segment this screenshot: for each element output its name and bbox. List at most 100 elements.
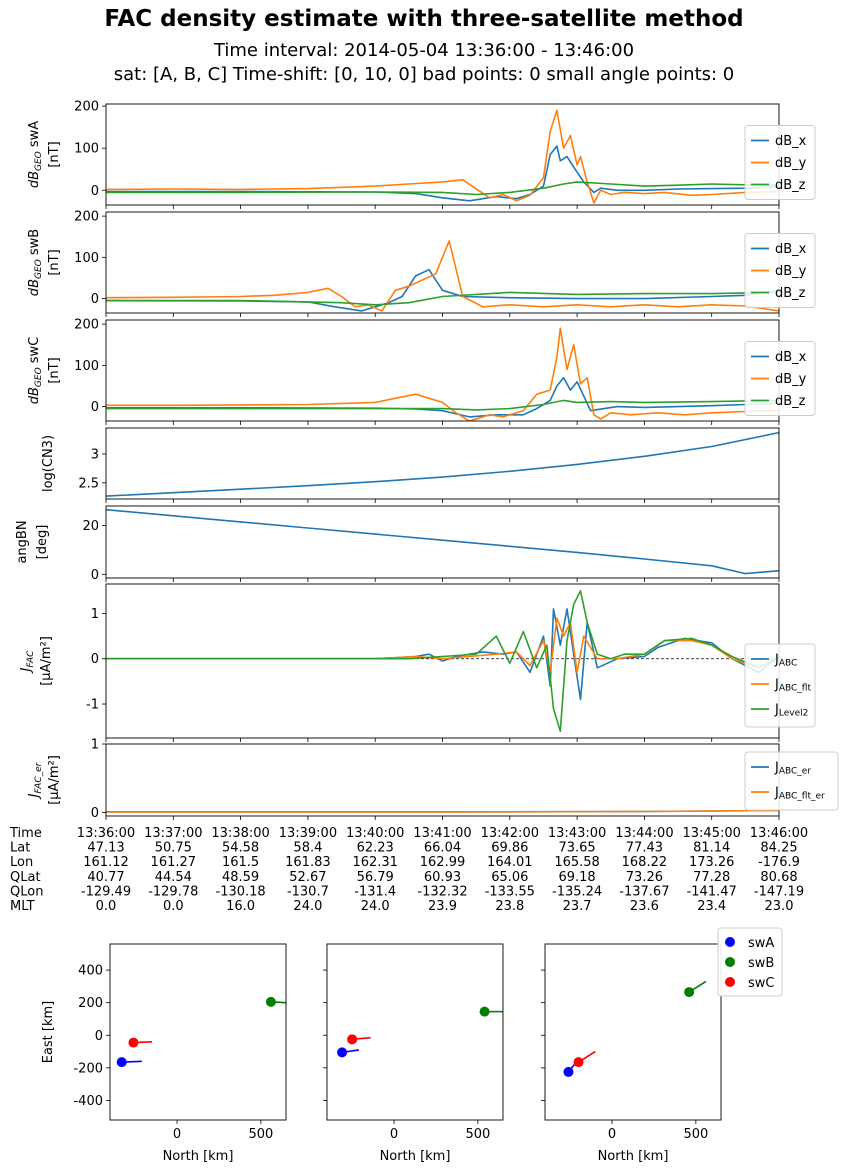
table-cell: 13:46:00 bbox=[750, 826, 808, 841]
table-cell: 13:44:00 bbox=[615, 826, 673, 841]
legend: dB_x dB_y dB_z bbox=[744, 341, 816, 416]
y-axis-unit: [μA/m²] bbox=[47, 755, 62, 805]
series-line-dB_x bbox=[106, 376, 779, 418]
legend-label: dB_z bbox=[775, 286, 806, 301]
y-axis-label-text: dBGEO swA bbox=[27, 121, 44, 188]
table-cell: 13:40:00 bbox=[346, 826, 404, 841]
table-cell: 165.58 bbox=[554, 855, 600, 870]
y-tick-label: 20 bbox=[82, 519, 99, 534]
x-tick-label: 0 bbox=[173, 1127, 181, 1142]
table-cell: 69.18 bbox=[558, 870, 595, 885]
table-cell: 77.43 bbox=[626, 841, 663, 856]
table-cell: 24.0 bbox=[361, 899, 390, 914]
legend-box bbox=[744, 233, 816, 308]
x-axis-label: North [km] bbox=[598, 1149, 669, 1164]
table-cell: 164.01 bbox=[487, 855, 533, 870]
legend: dB_x dB_y dB_z bbox=[744, 125, 816, 200]
table-cell: 13:39:00 bbox=[279, 826, 337, 841]
table-cell: 23.6 bbox=[630, 899, 659, 914]
table-cell: 65.06 bbox=[491, 870, 528, 885]
table-row-label-qlat: QLat bbox=[10, 870, 41, 885]
table-cell: 161.12 bbox=[83, 855, 129, 870]
table-cell: -176.9 bbox=[758, 855, 800, 870]
position-point-swA bbox=[563, 1066, 574, 1077]
y-axis-label: JFAC_er [μA/m²] bbox=[27, 755, 62, 805]
table-cell: -137.67 bbox=[619, 884, 669, 899]
y-axis-label-text: JFAC_er bbox=[27, 761, 44, 800]
legend-label: JABC_er bbox=[774, 761, 811, 777]
table-cell: 24.0 bbox=[293, 899, 322, 914]
table-cell: -147.19 bbox=[754, 884, 804, 899]
legend-label: JABC bbox=[774, 653, 797, 669]
table-row-label-lon: Lon bbox=[10, 855, 33, 870]
position-point-swA bbox=[116, 1057, 127, 1068]
y-axis-label: dBGEO swA[nT] bbox=[27, 121, 62, 188]
table-row-label-time: Time bbox=[9, 826, 42, 841]
legend: JABC JABC_flt JLevel2 bbox=[744, 643, 816, 728]
table-cell: 66.04 bbox=[424, 841, 461, 856]
table-cell: 162.99 bbox=[420, 855, 466, 870]
figure-title: FAC density estimate with three-satellit… bbox=[104, 6, 744, 32]
x-tick-label: 500 bbox=[465, 1127, 490, 1142]
table-cell: 168.22 bbox=[622, 855, 668, 870]
series-line-dB_x bbox=[106, 145, 779, 202]
legend-label: dB_z bbox=[775, 178, 806, 193]
figure-subtitle-time: Time interval: 2014-05-04 13:36:00 - 13:… bbox=[213, 40, 635, 61]
legend-label-swC: swC bbox=[748, 976, 774, 991]
table-cell: 13:38:00 bbox=[211, 826, 269, 841]
y-tick-label: 3 bbox=[91, 447, 99, 462]
y-tick-label: 200 bbox=[78, 996, 103, 1011]
y-tick-label: 0 bbox=[95, 1029, 103, 1044]
table-cell: -135.24 bbox=[552, 884, 602, 899]
legend-label-swB: swB bbox=[748, 956, 774, 971]
constellation-panel-3: 0 500 North [km] bbox=[541, 943, 722, 1164]
y-tick-label: 1 bbox=[91, 607, 99, 622]
table-cell: 62.23 bbox=[357, 841, 394, 856]
position-point-swB bbox=[479, 1006, 490, 1017]
series-line-ABC_flt bbox=[106, 617, 779, 674]
axes-frame bbox=[544, 943, 722, 1121]
axes-frame bbox=[105, 743, 780, 817]
y-axis-label: dBGEO swB[nT] bbox=[27, 229, 62, 296]
legend-marker-swA bbox=[725, 937, 735, 947]
y-axis-label-text: angBN bbox=[15, 520, 30, 563]
position-point-swA bbox=[337, 1047, 348, 1058]
table-cell: 84.25 bbox=[760, 841, 797, 856]
y-tick-label: 100 bbox=[74, 251, 99, 266]
x-tick-label: 500 bbox=[248, 1127, 273, 1142]
y-tick-label: 200 bbox=[74, 318, 99, 333]
table-cell: 13:45:00 bbox=[683, 826, 741, 841]
table-row-label-qlon: QLon bbox=[10, 884, 43, 899]
legend: JABC_er JABC_flt_er bbox=[744, 751, 839, 811]
table-cell: 47.13 bbox=[87, 841, 124, 856]
constellation-legend: swA swB swC bbox=[717, 927, 783, 997]
table-cell: 73.26 bbox=[626, 870, 663, 885]
axes-frame bbox=[105, 427, 780, 500]
y-tick-label: 0 bbox=[91, 806, 99, 821]
panel-logCN3: 2.5 3 log(CN3) bbox=[41, 427, 780, 503]
legend-label-swA: swA bbox=[748, 936, 774, 951]
table-cell: 161.27 bbox=[151, 855, 197, 870]
y-tick-label: 100 bbox=[74, 142, 99, 157]
table-cell: 23.9 bbox=[428, 899, 457, 914]
table-cell: -130.18 bbox=[216, 884, 266, 899]
legend-label: JLevel2 bbox=[774, 703, 808, 719]
panel-JFAC: -1 0 1 JFAC [μA/m²] JABC JABC_flt JLevel2 bbox=[19, 583, 816, 742]
y-tick-label: 100 bbox=[74, 359, 99, 374]
y-tick-label: 0 bbox=[91, 184, 99, 199]
series-line-dB_y bbox=[106, 327, 779, 421]
legend-label: dB_x bbox=[775, 242, 807, 257]
x-tick-label: 0 bbox=[608, 1127, 616, 1142]
y-axis-label-text: dBGEO swC bbox=[27, 337, 44, 405]
table-cell: 23.7 bbox=[563, 899, 592, 914]
position-point-swC bbox=[573, 1057, 584, 1068]
y-axis-label: East [km] bbox=[41, 1001, 56, 1064]
table-cell: 23.0 bbox=[765, 899, 794, 914]
y-tick-label: 1 bbox=[91, 738, 99, 753]
legend-label: dB_x bbox=[775, 350, 807, 365]
series-line-main bbox=[106, 431, 779, 497]
table-cell: -129.49 bbox=[81, 884, 131, 899]
axes-frame bbox=[109, 943, 287, 1121]
table-cell: 48.59 bbox=[222, 870, 259, 885]
